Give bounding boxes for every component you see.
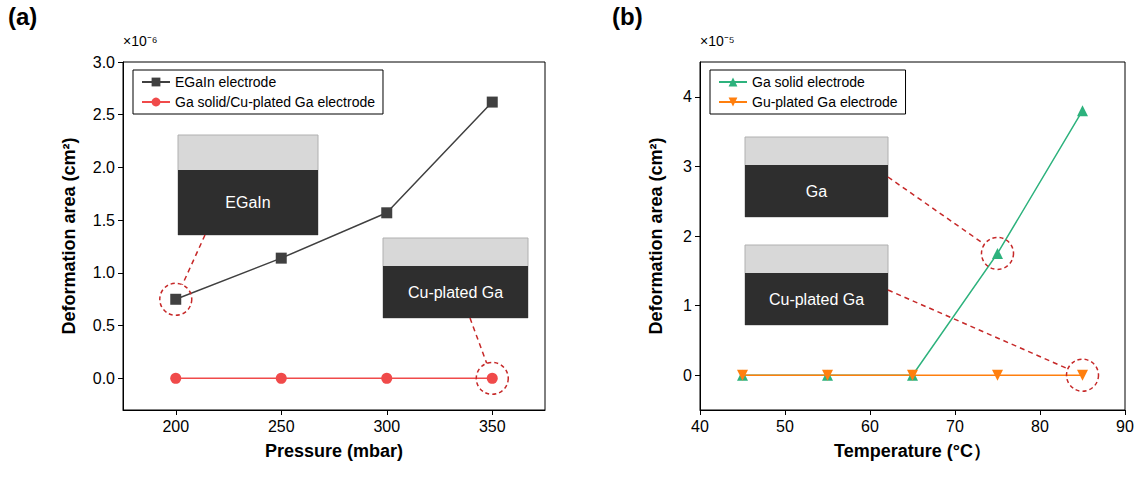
svg-text:Deformation area (cm²): Deformation area (cm²) [646, 137, 666, 334]
svg-text:2.5: 2.5 [93, 106, 115, 123]
svg-text:4: 4 [683, 88, 692, 105]
svg-text:250: 250 [268, 418, 295, 435]
svg-text:1: 1 [683, 297, 692, 314]
svg-text:Cu-plated Ga: Cu-plated Ga [408, 284, 503, 301]
svg-text:90: 90 [1116, 418, 1134, 435]
svg-text:Gu-plated Ga electrode: Gu-plated Ga electrode [752, 94, 898, 110]
svg-text:3: 3 [683, 158, 692, 175]
svg-text:Pressure (mbar): Pressure (mbar) [265, 441, 403, 461]
svg-text:60: 60 [861, 418, 879, 435]
svg-text:1.5: 1.5 [93, 212, 115, 229]
svg-text:Cu-plated Ga: Cu-plated Ga [769, 291, 864, 308]
svg-text:EGaIn: EGaIn [225, 194, 270, 211]
svg-text:1.0: 1.0 [93, 264, 115, 281]
svg-text:Temperature (°C）: Temperature (°C） [834, 441, 991, 461]
svg-text:×10⁻⁵: ×10⁻⁵ [700, 33, 735, 49]
svg-text:(b): (b) [612, 3, 643, 30]
svg-text:40: 40 [691, 418, 709, 435]
svg-text:2.0: 2.0 [93, 159, 115, 176]
svg-text:Deformation area (cm²): Deformation area (cm²) [59, 137, 79, 334]
svg-text:2: 2 [683, 228, 692, 245]
svg-text:80: 80 [1031, 418, 1049, 435]
svg-text:EGaIn electrode: EGaIn electrode [175, 74, 276, 90]
svg-text:×10⁻⁶: ×10⁻⁶ [123, 33, 158, 49]
svg-text:200: 200 [162, 418, 189, 435]
svg-text:Ga solid/Cu-plated Ga electrod: Ga solid/Cu-plated Ga electrode [175, 94, 375, 110]
svg-text:0.5: 0.5 [93, 317, 115, 334]
svg-text:3.0: 3.0 [93, 54, 115, 71]
svg-text:0.0: 0.0 [93, 370, 115, 387]
svg-text:350: 350 [479, 418, 506, 435]
svg-text:Ga: Ga [806, 183, 827, 200]
svg-text:Ga solid electrode: Ga solid electrode [752, 74, 865, 90]
svg-text:70: 70 [946, 418, 964, 435]
svg-text:(a): (a) [8, 3, 37, 30]
svg-text:0: 0 [683, 367, 692, 384]
svg-text:300: 300 [373, 418, 400, 435]
svg-text:50: 50 [776, 418, 794, 435]
